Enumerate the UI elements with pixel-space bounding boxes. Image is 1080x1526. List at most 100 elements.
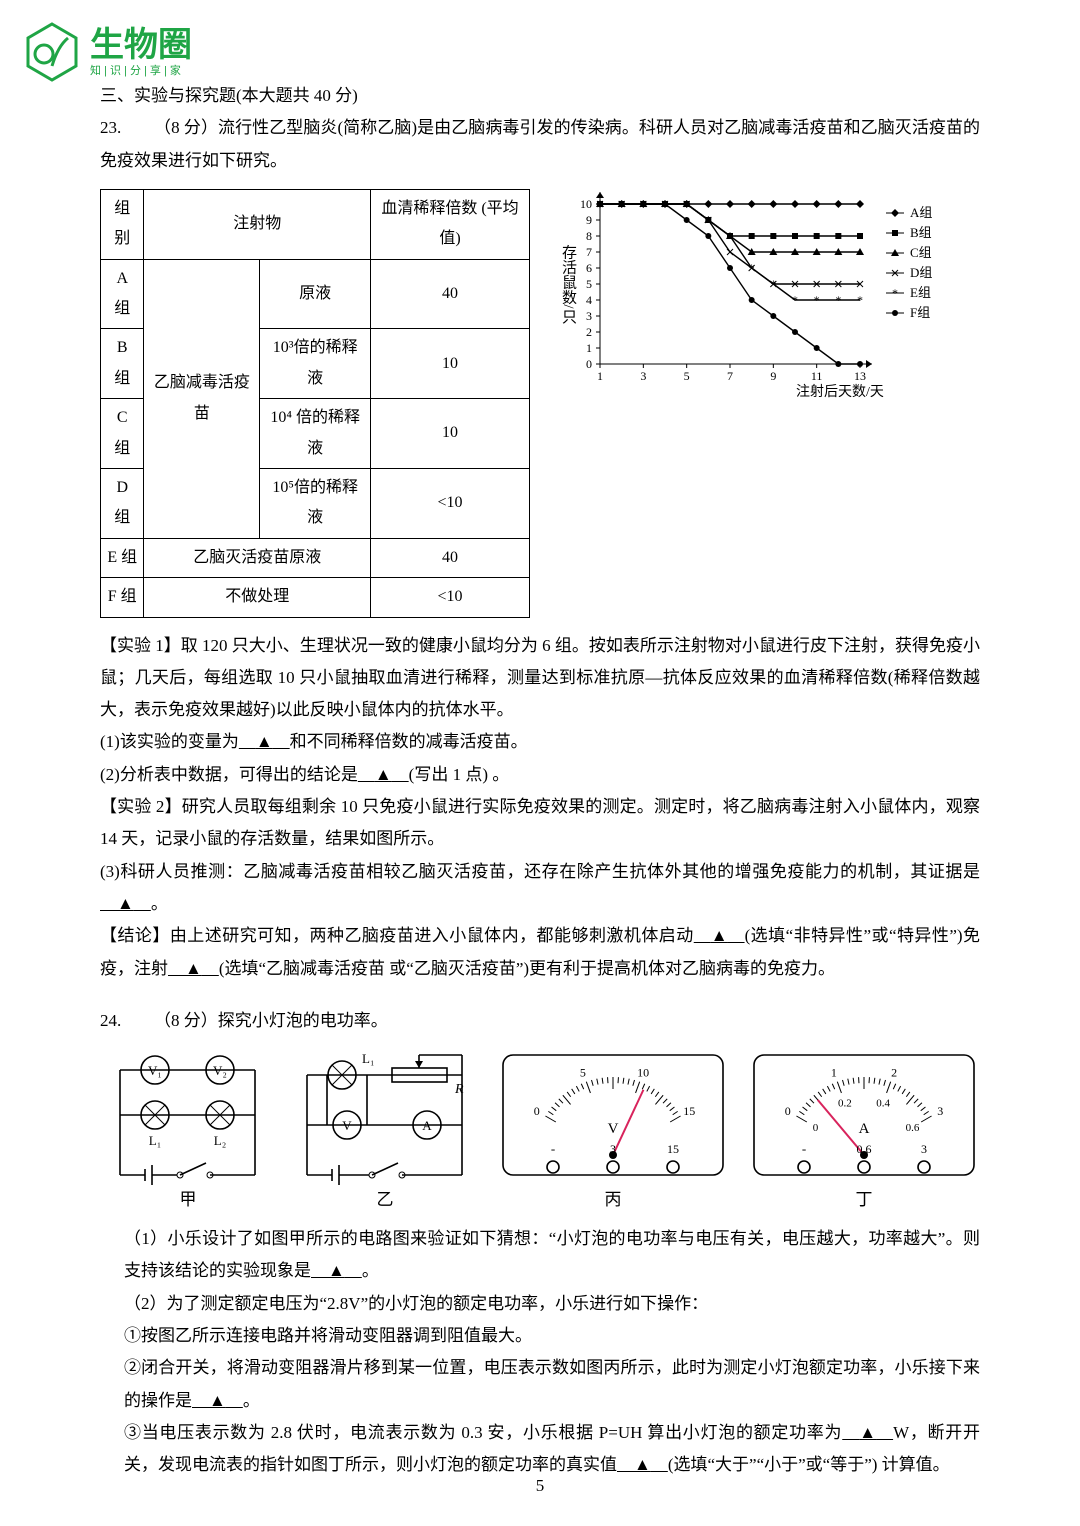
svg-text:注射后天数/天: 注射后天数/天 xyxy=(796,384,884,399)
page: 生物圈 知 | 识 | 分 | 享 | 家 三、实验与探究题(本大题共 40 分… xyxy=(0,0,1080,1526)
svg-text:-: - xyxy=(802,1141,806,1156)
svg-text:V₁: V₁ xyxy=(148,1063,162,1078)
cell: <10 xyxy=(370,578,529,617)
svg-text:8: 8 xyxy=(586,229,592,243)
q23-sub3: (3)科研人员推测：乙脑减毒活疫苗相较乙脑灭活疫苗，还存在除产生抗体外其他的增强… xyxy=(100,856,980,921)
svg-text:L₁: L₁ xyxy=(362,1051,374,1066)
svg-text:*: * xyxy=(857,293,863,307)
svg-text:V: V xyxy=(342,1118,352,1133)
cell: 乙脑灭活疫苗原液 xyxy=(144,538,371,577)
svg-text:C组: C组 xyxy=(910,245,932,260)
cell: 不做处理 xyxy=(144,578,371,617)
svg-text:15: 15 xyxy=(684,1104,696,1118)
svg-text:5: 5 xyxy=(580,1065,586,1079)
svg-text:3: 3 xyxy=(937,1104,943,1118)
svg-text:1: 1 xyxy=(597,369,603,383)
q24-sub2-1: ①按图乙所示连接电路并将滑动变阻器调到阻值最大。 xyxy=(100,1320,980,1352)
q24-number: 24. xyxy=(100,1005,154,1037)
svg-text:0.6: 0.6 xyxy=(906,1122,920,1134)
svg-text:D组: D组 xyxy=(910,265,932,280)
cell: <10 xyxy=(370,469,529,539)
q23-conclusion: 【结论】由上述研究可知，两种乙脑疫苗进入小鼠体内，都能够刺激机体启动 ▲ (选填… xyxy=(100,920,980,985)
q24-title: 探究小灯泡的电功率。 xyxy=(218,1011,388,1030)
svg-text:0: 0 xyxy=(586,357,592,371)
svg-text:0.4: 0.4 xyxy=(877,1098,891,1110)
svg-text:2: 2 xyxy=(586,325,592,339)
q23-sub1: (1)该实验的变量为 ▲ 和不同稀释倍数的减毒活疫苗。 xyxy=(100,726,980,758)
svg-text:13: 13 xyxy=(854,369,866,383)
svg-text:丁: 丁 xyxy=(856,1190,873,1209)
q24-sub2-2: ②闭合开关，将滑动变阻器滑片移到某一位置，电压表示数如图丙所示，此时为测定小灯泡… xyxy=(100,1352,980,1417)
svg-text:5: 5 xyxy=(684,369,690,383)
svg-text:*: * xyxy=(727,229,733,243)
cell: D 组 xyxy=(101,469,144,539)
svg-text:存活鼠数/只: 存活鼠数/只 xyxy=(560,244,577,323)
svg-text:L₂: L₂ xyxy=(214,1133,226,1148)
svg-text:*: * xyxy=(892,286,898,300)
svg-text:A: A xyxy=(422,1118,432,1133)
svg-text:-: - xyxy=(551,1141,555,1156)
ammeter-ding: 012300.20.40.6A-0.63丁 xyxy=(744,1045,980,1215)
svg-text:0: 0 xyxy=(785,1104,791,1118)
page-number: 5 xyxy=(0,1470,1080,1502)
svg-text:*: * xyxy=(684,197,690,211)
q23-number: 23. xyxy=(100,112,154,144)
svg-text:6: 6 xyxy=(586,261,592,275)
cell: 40 xyxy=(370,538,529,577)
cell: 10⁵倍的稀释液 xyxy=(260,469,371,539)
svg-text:1: 1 xyxy=(586,341,592,355)
svg-text:A组: A组 xyxy=(910,205,932,220)
cell: 10 xyxy=(370,399,529,469)
circuit-jia: V₁ V₂ L₁ L₂ 甲 xyxy=(100,1045,272,1215)
svg-text:乙: 乙 xyxy=(376,1190,393,1209)
q24-sub2: （2）为了测定额定电压为“2.8V”的小灯泡的额定电功率，小乐进行如下操作： xyxy=(100,1288,980,1320)
cell: 乙脑减毒活疫苗 xyxy=(144,259,260,538)
svg-text:*: * xyxy=(770,277,776,291)
svg-text:A: A xyxy=(859,1121,870,1137)
cell: A 组 xyxy=(101,259,144,329)
svg-text:V₂: V₂ xyxy=(213,1063,227,1078)
cell: 10⁴ 倍的稀释液 xyxy=(260,399,371,469)
svg-text:*: * xyxy=(814,293,820,307)
col-dilution: 血清稀释倍数 (平均值) xyxy=(370,189,529,259)
svg-text:*: * xyxy=(749,261,755,275)
svg-text:V: V xyxy=(608,1121,619,1137)
q23-exp2: 【实验 2】研究人员取每组剩余 10 只免疫小鼠进行实际免疫效果的测定。测定时，… xyxy=(100,791,980,856)
svg-text:9: 9 xyxy=(586,213,592,227)
svg-text:4: 4 xyxy=(586,293,592,307)
circuit-yi: L₁RVA乙 xyxy=(287,1045,479,1215)
svg-text:1: 1 xyxy=(831,1065,837,1079)
cell: 40 xyxy=(370,259,529,329)
logo: 生物圈 知 | 识 | 分 | 享 | 家 xyxy=(20,20,190,84)
svg-text:*: * xyxy=(792,293,798,307)
cell: 原液 xyxy=(260,259,371,329)
svg-text:L₁: L₁ xyxy=(149,1133,161,1148)
svg-text:E组: E组 xyxy=(910,285,931,300)
svg-text:0: 0 xyxy=(534,1104,540,1118)
svg-text:3: 3 xyxy=(586,309,592,323)
q23-table: 组别 注射物 血清稀释倍数 (平均值) A 组乙脑减毒活疫苗原液40 B 组10… xyxy=(100,189,530,618)
voltmeter-bing: 051015V-315丙 xyxy=(493,1045,729,1215)
svg-text:10: 10 xyxy=(638,1065,650,1079)
q23-points: （8 分） xyxy=(154,118,218,137)
question-24: 24.（8 分）探究小灯泡的电功率。 xyxy=(100,1005,980,1037)
svg-text:甲: 甲 xyxy=(180,1190,197,1209)
q23-exp1: 【实验 1】取 120 只大小、生理状况一致的健康小鼠均分为 6 组。按如表所示… xyxy=(100,630,980,727)
cell: F 组 xyxy=(101,578,144,617)
svg-text:10: 10 xyxy=(580,197,592,211)
q23-intro: 流行性乙型脑炎(简称乙脑)是由乙脑病毒引发的传染病。科研人员对乙脑减毒活疫苗和乙… xyxy=(100,118,980,169)
svg-text:7: 7 xyxy=(586,245,592,259)
cell: B 组 xyxy=(101,329,144,399)
cell: 10 xyxy=(370,329,529,399)
svg-text:*: * xyxy=(835,293,841,307)
svg-text:0: 0 xyxy=(813,1122,819,1134)
logo-text: 生物圈 xyxy=(90,26,190,64)
svg-text:丙: 丙 xyxy=(605,1190,622,1209)
svg-text:2: 2 xyxy=(891,1065,897,1079)
q23-chart: 135791113012345678910存活鼠数/只注射后天数/天A组B组C组… xyxy=(530,189,980,410)
q23-sub2: (2)分析表中数据，可得出的结论是 ▲ (写出 1 点) 。 xyxy=(100,759,980,791)
q24-sub1: （1）小乐设计了如图甲所示的电路图来验证如下猜想：“小灯泡的电功率与电压有关，电… xyxy=(100,1223,980,1288)
svg-text:3: 3 xyxy=(921,1142,927,1156)
svg-text:9: 9 xyxy=(770,369,776,383)
svg-text:B组: B组 xyxy=(910,225,932,240)
